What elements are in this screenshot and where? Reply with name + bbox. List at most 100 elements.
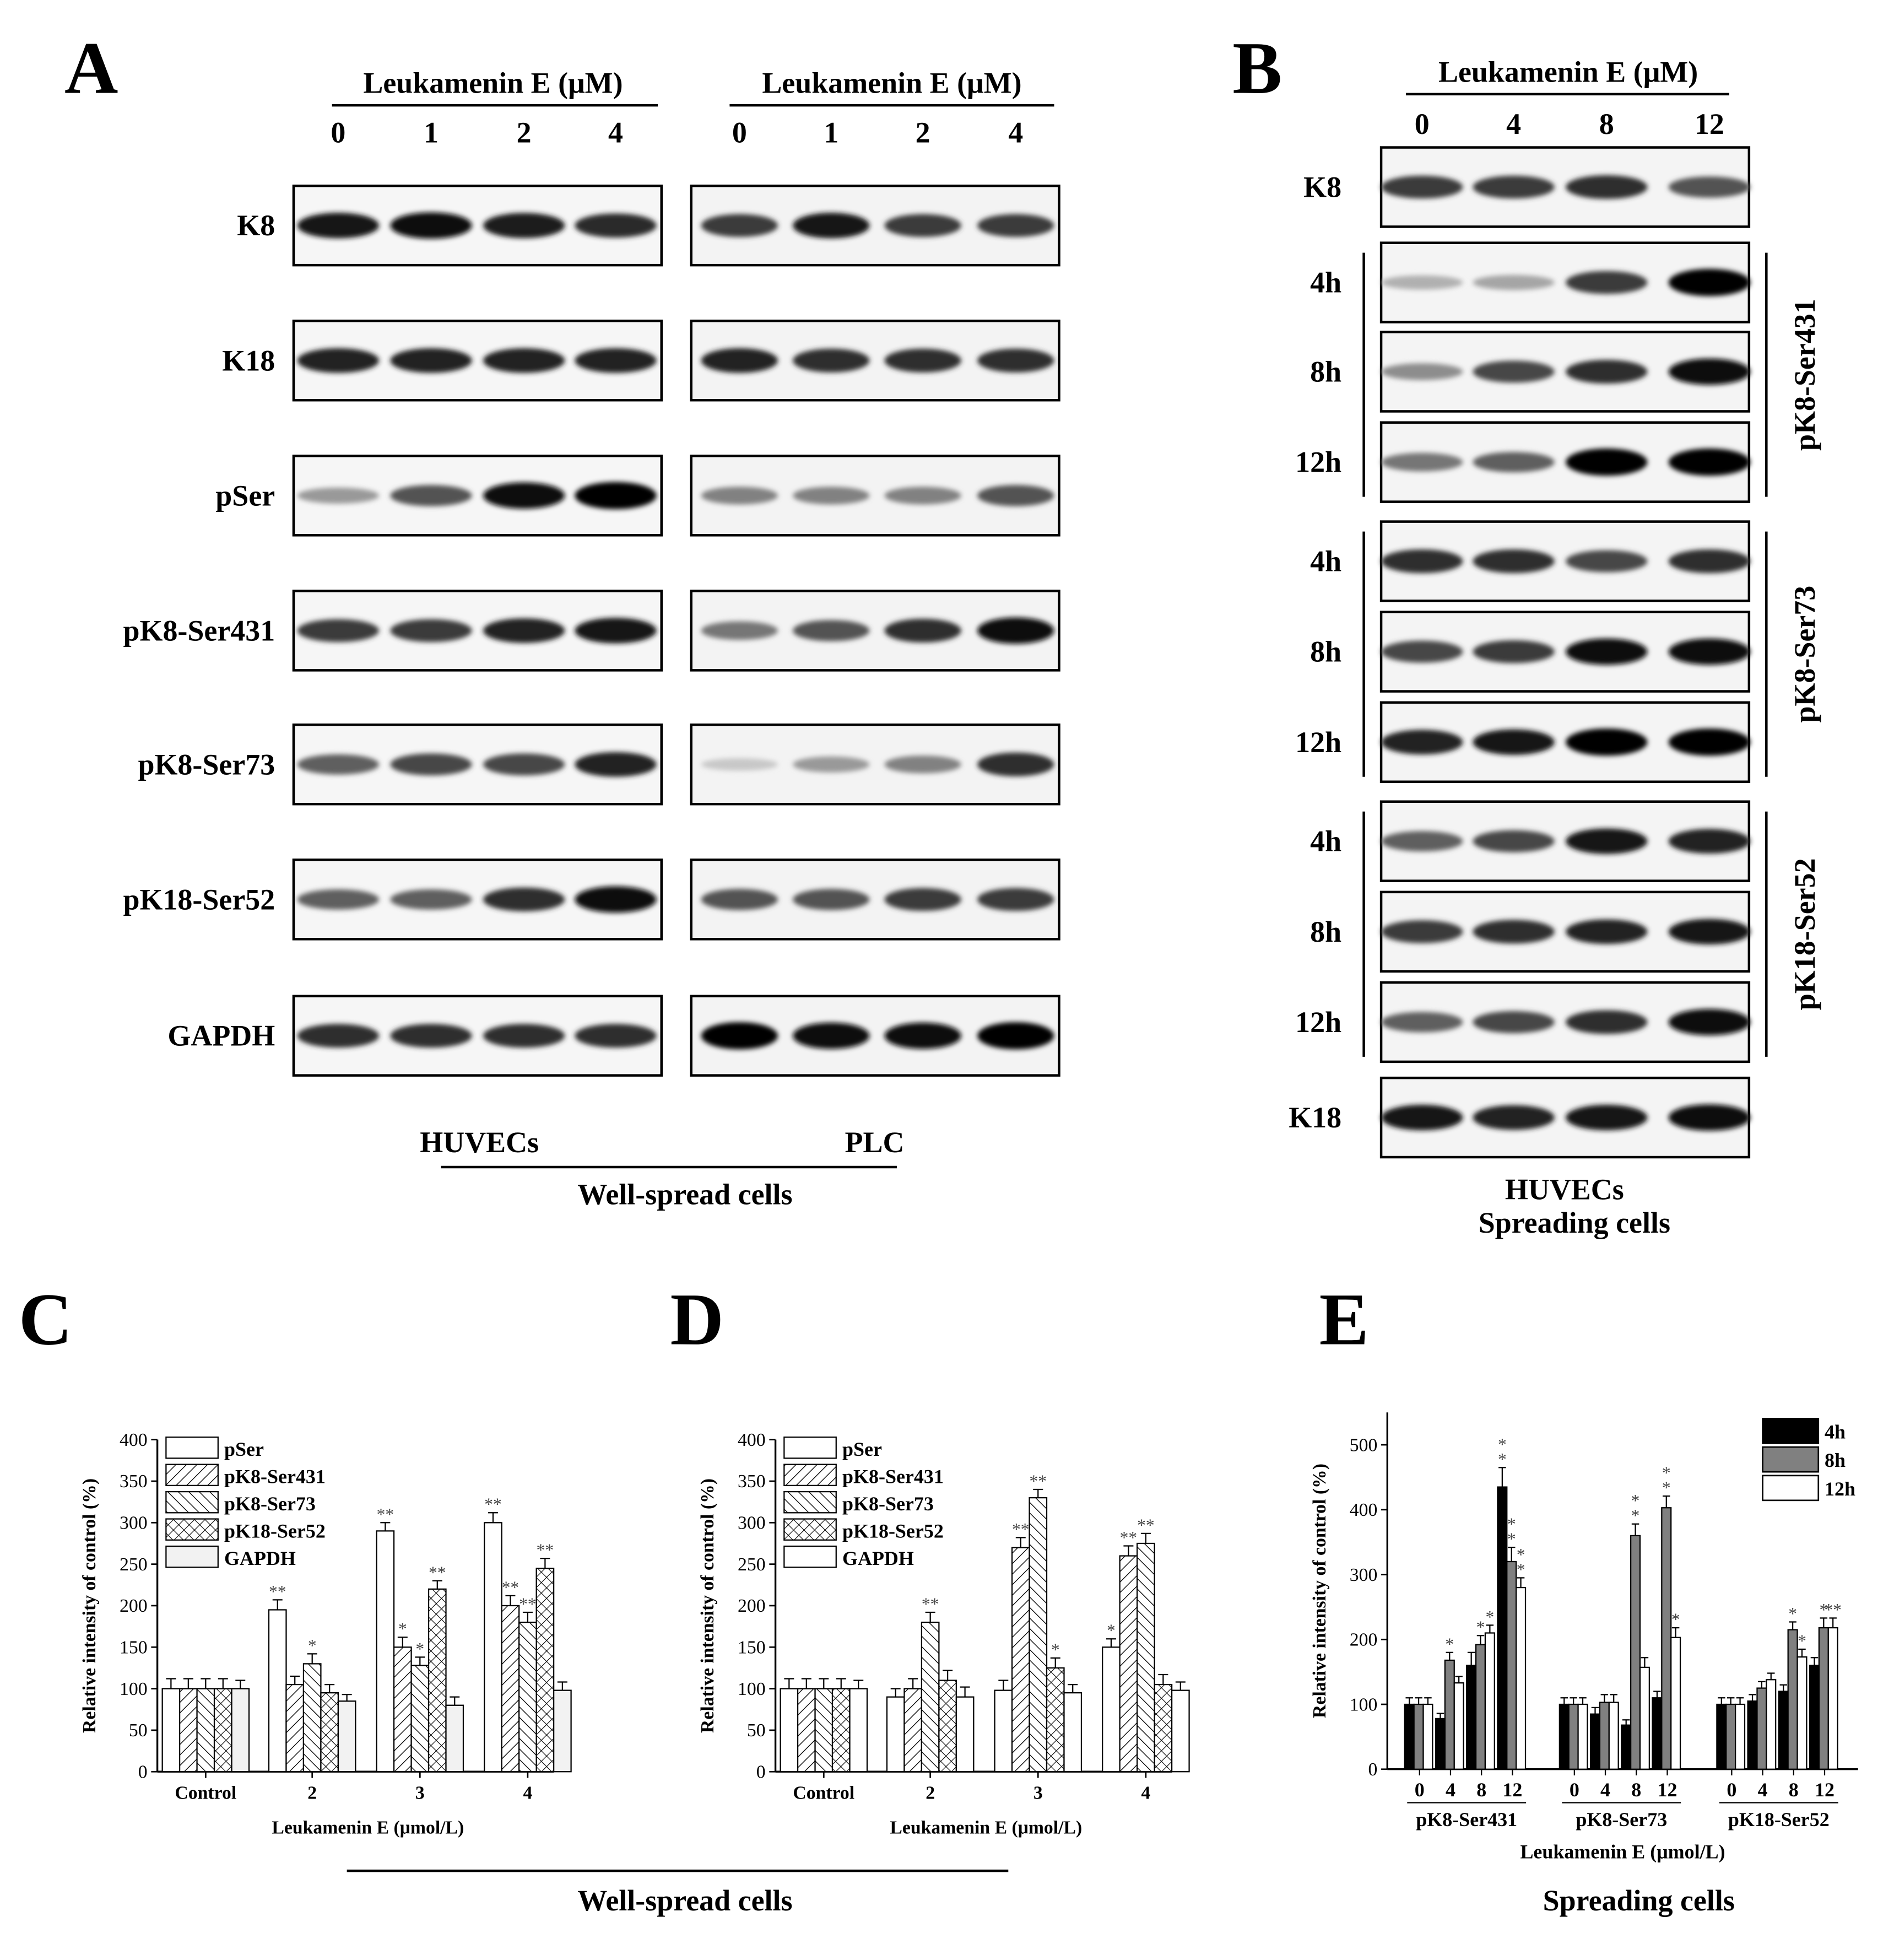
group-label: pK8-Ser431 <box>1416 1808 1517 1831</box>
legend-swatch <box>165 1545 219 1568</box>
band <box>1668 728 1751 756</box>
panel-a-row-label: pK18-Ser52 <box>123 883 275 916</box>
significance-mark: * <box>1631 1491 1640 1510</box>
significance-mark: * <box>1671 1610 1680 1629</box>
band <box>884 888 961 911</box>
significance-mark: ** <box>922 1595 939 1614</box>
y-tick-label: 300 <box>738 1513 766 1534</box>
bar <box>1608 1702 1619 1770</box>
band <box>977 348 1054 372</box>
bar <box>1404 1703 1415 1770</box>
legend-swatch <box>1762 1418 1820 1444</box>
panel-b-row-label: 8h <box>1310 915 1341 948</box>
band <box>1473 274 1555 290</box>
band <box>977 1022 1054 1050</box>
x-axis-label: Leukamenin E (μmol/L) <box>272 1818 464 1838</box>
legend-label: GAPDH <box>224 1547 296 1569</box>
band <box>1473 549 1555 574</box>
band <box>1566 271 1648 294</box>
significance-mark: ** <box>269 1582 286 1601</box>
significance-mark: ** <box>377 1505 394 1524</box>
x-tick-label: 12 <box>1815 1779 1835 1801</box>
bar <box>410 1665 430 1773</box>
y-tick-label: 0 <box>138 1762 148 1782</box>
panel-b-row-label: 8h <box>1310 355 1341 388</box>
band <box>1668 549 1751 574</box>
x-tick-label: 8 <box>1476 1779 1486 1801</box>
panel-b-group-label: pK18-Ser52 <box>1788 858 1821 1010</box>
x-tick-label: 4 <box>1758 1779 1768 1801</box>
bar <box>903 1688 923 1773</box>
bar <box>1568 1703 1579 1770</box>
band <box>884 487 961 505</box>
y-tick-label: 250 <box>738 1554 766 1575</box>
significance-mark: * <box>1486 1607 1495 1627</box>
bar <box>1827 1627 1838 1770</box>
panel-a-title-left: Leukamenin E (μM) <box>363 67 623 100</box>
y-tick-label: 400 <box>1350 1500 1378 1520</box>
significance-mark: * <box>1662 1478 1671 1498</box>
bar <box>484 1522 502 1773</box>
significance-mark: * <box>1798 1631 1806 1650</box>
bar <box>1029 1497 1048 1773</box>
x-tick-label: Control <box>175 1783 236 1804</box>
y-tick-label: 200 <box>120 1596 148 1616</box>
bar <box>1119 1555 1138 1773</box>
panel-e-letter: E <box>1319 1279 1369 1361</box>
significance-mark: ** <box>537 1541 554 1560</box>
y-tick-label: 350 <box>738 1471 766 1492</box>
legend-label: pK18-Ser52 <box>842 1520 944 1542</box>
bar <box>1475 1644 1486 1770</box>
significance-mark: ** <box>502 1578 519 1597</box>
band <box>483 753 565 776</box>
band <box>793 487 870 505</box>
legend-label: pSer <box>224 1438 264 1460</box>
band <box>483 213 565 239</box>
band <box>1473 360 1555 383</box>
bar <box>1796 1656 1808 1770</box>
band <box>483 1024 565 1048</box>
legend-label: pK8-Ser431 <box>842 1465 944 1487</box>
significance-mark: * <box>1507 1515 1516 1534</box>
panel-b-dose-labels: 0 4 8 12 <box>1415 107 1724 141</box>
y-tick-label: 0 <box>1368 1759 1377 1780</box>
band <box>575 618 657 644</box>
bar <box>780 1688 799 1773</box>
bar <box>1559 1703 1570 1770</box>
bar <box>320 1692 339 1773</box>
significance-mark: ** <box>1030 1472 1047 1491</box>
band <box>1473 1105 1555 1130</box>
panel-a-footer: Well-spread cells <box>577 1178 792 1211</box>
band <box>1566 728 1648 756</box>
panel-b-dose: 4 <box>1506 107 1521 141</box>
bar <box>1063 1692 1083 1773</box>
x-tick-label: 0 <box>1570 1779 1579 1801</box>
band <box>1566 828 1648 854</box>
bar <box>302 1663 322 1773</box>
significance-mark: ** <box>1137 1515 1154 1535</box>
panel-a-dose-left: 1 <box>424 116 439 149</box>
band <box>483 887 565 911</box>
bar <box>955 1696 975 1773</box>
band <box>1566 550 1648 573</box>
panel-a-row-label: pK8-Ser73 <box>138 748 275 781</box>
panel-b-footer-line2: Spreading cells <box>1479 1206 1670 1239</box>
panel-b-dose: 12 <box>1695 107 1724 141</box>
significance-mark: * <box>1051 1640 1060 1659</box>
group-label: pK8-Ser73 <box>1576 1808 1667 1831</box>
panel-a-dose-right: 4 <box>1008 116 1023 149</box>
band <box>793 1022 870 1049</box>
legend-swatch <box>1762 1475 1820 1502</box>
panel-b-title: Leukamenin E (μM) <box>1438 55 1698 88</box>
band <box>793 213 870 239</box>
panel-a-row-label: pSer <box>215 479 275 512</box>
bar <box>1453 1682 1464 1770</box>
bar <box>1652 1697 1663 1770</box>
panel-b-group-label: pK8-Ser73 <box>1788 586 1821 723</box>
bar <box>1516 1586 1527 1770</box>
band <box>701 1022 778 1050</box>
band <box>1473 1011 1555 1033</box>
significance-mark: * <box>1498 1450 1507 1469</box>
band <box>1668 448 1751 476</box>
bar <box>797 1688 816 1773</box>
